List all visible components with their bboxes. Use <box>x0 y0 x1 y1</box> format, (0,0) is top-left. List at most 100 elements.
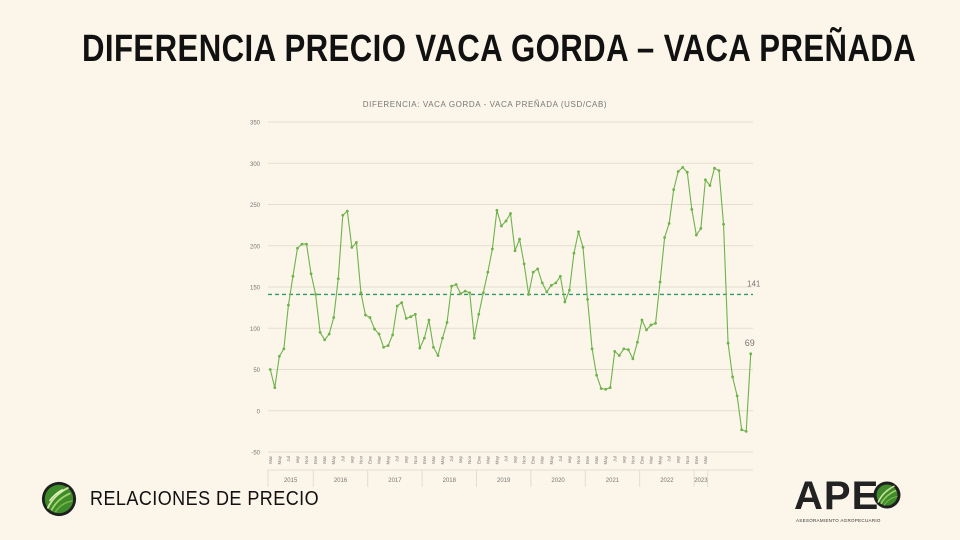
data-point <box>332 316 336 319</box>
data-point <box>731 375 735 379</box>
x-month-label: Mar <box>703 455 708 463</box>
x-year-label: 2022 <box>660 478 674 484</box>
data-point <box>636 340 639 344</box>
data-point <box>318 330 322 334</box>
x-month-label: Ene <box>313 456 318 465</box>
data-point <box>554 281 558 285</box>
data-point <box>359 291 363 295</box>
x-month-label: Mar <box>485 455 490 463</box>
x-month-label: sep <box>295 456 300 464</box>
data-point <box>608 386 612 390</box>
y-tick-label: 100 <box>250 327 261 333</box>
x-year-label: 2017 <box>388 478 402 484</box>
data-point <box>422 336 426 340</box>
data-point <box>685 170 689 174</box>
data-point <box>536 267 540 271</box>
x-month-label: Jul <box>449 456 454 462</box>
data-point <box>694 233 698 237</box>
average-value-label: 141 <box>747 279 761 288</box>
x-month-label: Jul <box>558 456 563 462</box>
x-month-label: Nov <box>576 455 581 464</box>
data-point <box>368 316 372 319</box>
data-point <box>586 297 589 301</box>
data-point <box>486 270 490 274</box>
x-month-label: Mar <box>268 455 273 463</box>
x-month-label: May <box>277 455 282 464</box>
data-point <box>558 274 562 278</box>
x-month-label: Ene <box>585 456 590 465</box>
data-point <box>672 188 676 192</box>
y-tick-label: 350 <box>250 121 261 127</box>
data-point <box>626 348 630 352</box>
data-point <box>531 270 535 274</box>
data-point <box>345 209 349 213</box>
x-month-label: sep <box>349 456 354 464</box>
data-point <box>749 352 753 356</box>
data-point <box>441 336 444 340</box>
data-point <box>667 222 671 225</box>
y-tick-label: 150 <box>250 286 261 292</box>
x-month-label: Mar <box>540 455 545 463</box>
x-month-label: Jul <box>667 456 672 462</box>
x-month-label: May <box>658 455 663 464</box>
footer-section-label: RELACIONES DE PRECIO <box>90 488 320 510</box>
x-month-label: Ene <box>367 456 372 465</box>
data-point <box>572 251 576 255</box>
x-month-label: sep <box>458 456 463 464</box>
x-month-label: Ene <box>531 456 536 465</box>
data-point <box>277 354 281 358</box>
x-month-label: sep <box>676 456 681 464</box>
data-point <box>291 274 295 278</box>
x-month-label: Mar <box>431 455 436 463</box>
data-point <box>296 246 299 250</box>
x-year-label: 2023 <box>694 478 708 484</box>
data-point <box>336 277 340 281</box>
data-point <box>604 387 608 391</box>
data-point <box>568 288 571 292</box>
x-month-label: Mar <box>594 455 599 463</box>
data-point <box>427 318 431 322</box>
leaf-logo-icon <box>41 481 77 517</box>
data-point <box>699 227 703 230</box>
x-month-label: sep <box>621 456 626 464</box>
x-month-label: Mar <box>377 455 382 463</box>
x-month-label: Jul <box>503 456 508 462</box>
data-point <box>413 312 417 316</box>
slide-title: DIFERENCIA PRECIO VACA GORDA – VACA PREÑ… <box>82 28 917 70</box>
data-point <box>314 293 317 296</box>
data-point <box>477 312 481 316</box>
series-line <box>269 166 752 433</box>
data-point <box>432 345 435 349</box>
data-point <box>690 208 694 211</box>
data-point <box>391 333 395 337</box>
y-axis-ticks: -50 0 50 100 150 200 250 300 350 <box>250 121 261 457</box>
x-year-label: 2016 <box>334 478 348 484</box>
data-point <box>409 315 413 319</box>
y-tick-label: 300 <box>250 162 261 168</box>
x-month-label: Ene <box>422 456 427 465</box>
x-month-label: May <box>386 455 391 464</box>
data-point <box>631 357 635 361</box>
data-point <box>305 242 308 246</box>
data-point <box>495 208 499 212</box>
data-point <box>327 332 331 336</box>
data-point <box>744 429 748 433</box>
data-point <box>681 165 685 169</box>
data-point <box>513 249 517 253</box>
x-month-label: Jul <box>340 456 345 462</box>
x-month-label: Nov <box>358 455 363 464</box>
data-point <box>522 262 526 266</box>
x-month-label: Nov <box>630 455 635 464</box>
x-month-label: Nov <box>685 455 690 464</box>
y-tick-label: -50 <box>251 451 260 457</box>
data-point <box>354 241 358 244</box>
data-point <box>364 313 367 317</box>
data-point <box>454 283 458 286</box>
x-year-label: 2015 <box>284 478 298 484</box>
brand-name: APE <box>794 474 880 518</box>
data-point <box>735 394 739 398</box>
data-point <box>545 290 549 294</box>
data-point <box>404 316 408 320</box>
data-point <box>640 318 644 322</box>
